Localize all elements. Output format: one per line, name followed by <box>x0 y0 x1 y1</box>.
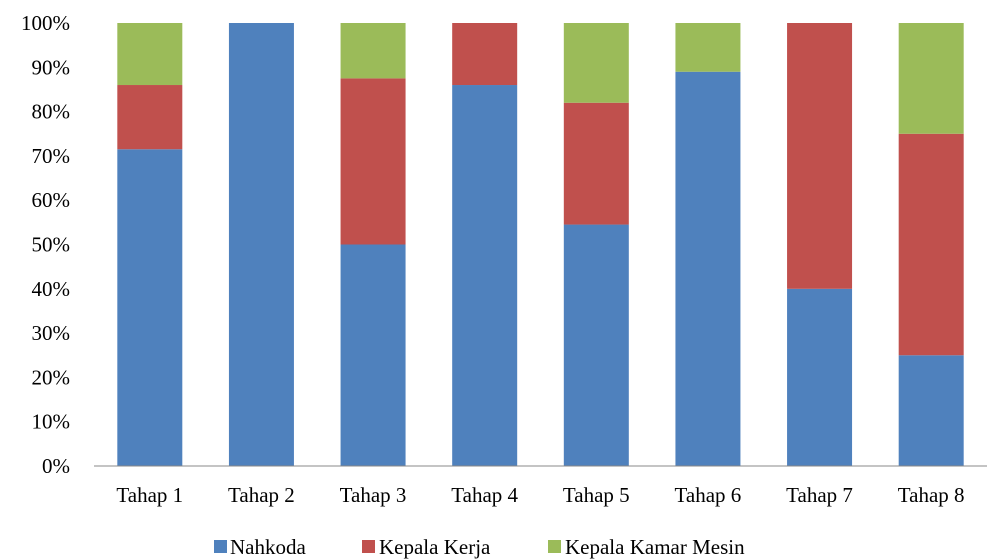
legend-swatch-kepala-kerja <box>362 540 375 553</box>
y-tick-label: 10% <box>32 410 71 434</box>
bar-segment-nahkoda-8 <box>898 355 964 466</box>
bar-segment-nahkoda-5 <box>563 224 629 466</box>
x-tick-label: Tahap 4 <box>451 483 518 507</box>
y-tick-label: 30% <box>32 321 71 345</box>
legend: Nahkoda Kepala Kerja Kepala Kamar Mesin <box>214 535 745 559</box>
x-tick-label: Tahap 7 <box>786 483 853 507</box>
bar-segment-nahkoda-2 <box>228 23 294 466</box>
bar-segment-kepala-kerja-1 <box>117 85 183 150</box>
bar-segment-kepala-kerja-3 <box>340 78 406 245</box>
y-tick-label: 80% <box>32 100 71 124</box>
x-tick-label: Tahap 2 <box>228 483 295 507</box>
y-tick-label: 100% <box>21 11 70 35</box>
y-tick-label: 50% <box>32 233 71 257</box>
bar-segment-kepala-kamar-mesin-3 <box>340 23 406 79</box>
bar-segment-kepala-kamar-mesin-5 <box>563 23 629 103</box>
y-tick-label: 90% <box>32 55 71 79</box>
legend-swatch-kepala-kamar-mesin <box>548 540 561 553</box>
y-tick-label: 70% <box>32 144 71 168</box>
bar-segment-kepala-kerja-4 <box>452 23 518 86</box>
bar-segment-kepala-kamar-mesin-8 <box>898 23 964 134</box>
bar-segment-kepala-kerja-5 <box>563 102 629 225</box>
y-tick-label: 20% <box>32 365 71 389</box>
y-tick-label: 60% <box>32 188 71 212</box>
x-tick-label: Tahap 5 <box>563 483 630 507</box>
x-tick-label: Tahap 3 <box>340 483 407 507</box>
bar-segment-kepala-kamar-mesin-1 <box>117 23 183 86</box>
legend-swatch-nahkoda <box>214 540 227 553</box>
x-tick-label: Tahap 1 <box>116 483 183 507</box>
x-axis-tick-labels: Tahap 1 Tahap 2 Tahap 3 Tahap 4 Tahap 5 Tahap… <box>116 483 964 507</box>
y-tick-label: 40% <box>32 277 71 301</box>
x-tick-label: Tahap 8 <box>898 483 965 507</box>
x-tick-label: Tahap 6 <box>675 483 742 507</box>
legend-label-nahkoda: Nahkoda <box>230 535 306 559</box>
legend-label-kepala-kamar-mesin: Kepala Kamar Mesin <box>565 535 745 559</box>
bar-segment-nahkoda-6 <box>675 71 741 466</box>
bar-segment-nahkoda-4 <box>452 85 518 467</box>
bar-segment-kepala-kerja-7 <box>787 23 853 289</box>
bar-segment-nahkoda-1 <box>117 149 183 466</box>
bar-segment-kepala-kamar-mesin-6 <box>675 23 741 72</box>
y-tick-label: 0% <box>42 454 70 478</box>
bar-segment-nahkoda-7 <box>787 288 853 466</box>
legend-label-kepala-kerja: Kepala Kerja <box>379 535 491 559</box>
bars <box>117 23 964 467</box>
bar-segment-kepala-kerja-8 <box>898 133 964 356</box>
bar-segment-nahkoda-3 <box>340 244 406 466</box>
y-axis-tick-labels: 0% 10% 20% 30% 40% 50% 60% 70% 80% 90% 100% <box>21 11 70 478</box>
